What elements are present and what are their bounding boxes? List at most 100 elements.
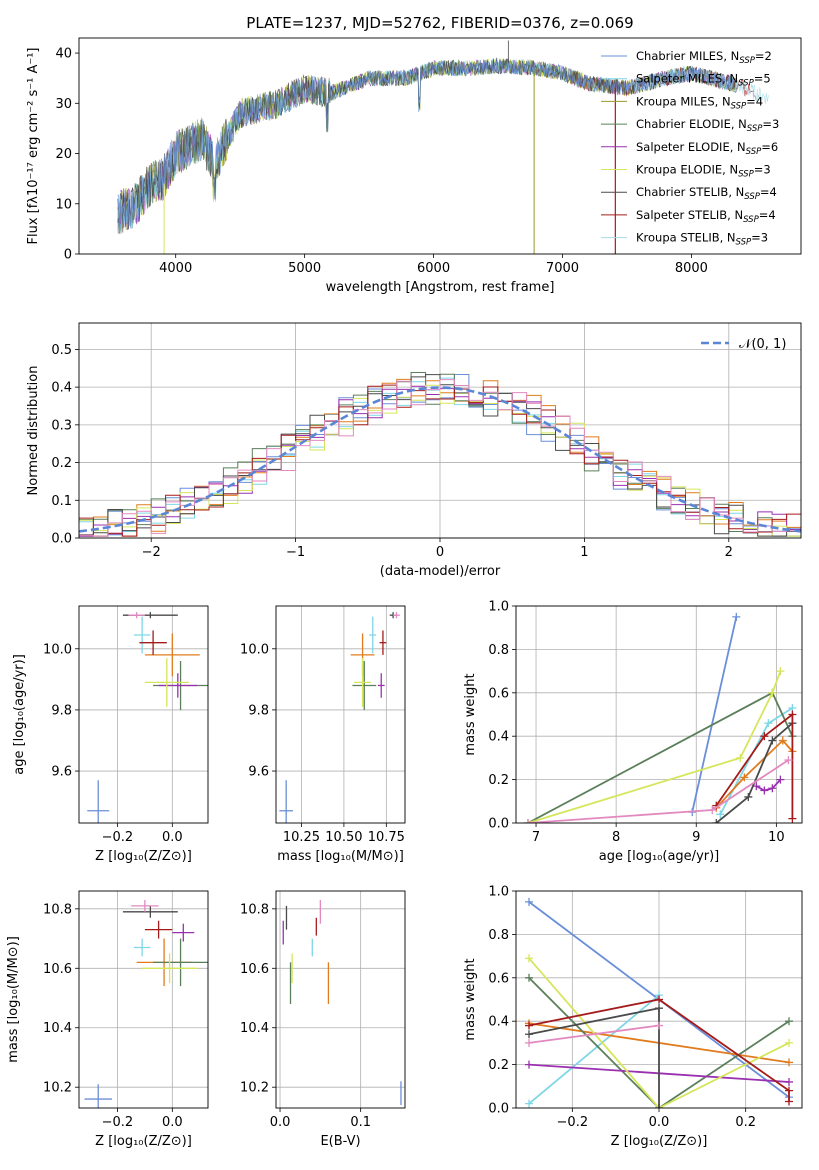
legend-sub: SSP [739,56,755,66]
legend-sub: SSP [746,147,762,157]
weight-point-marker [785,1097,793,1106]
weight-point-marker [764,719,773,728]
weight-point-marker [525,1038,533,1047]
y-axis-label: Flux [fλ10⁻¹⁷ erg cm⁻² s⁻¹ A⁻¹] [26,48,41,245]
legend-main: Kroupa MILES, N [636,94,731,108]
axes-frame [275,605,406,824]
y-tick-label: 10.8 [240,902,269,917]
y-tick-label: 40 [55,47,72,62]
gaussian-curve [79,386,801,533]
legend-sub: SSP [736,238,752,248]
residuals-panel: −2 −1 0 1 2 0.0 0.1 0.2 0.3 0.4 0.5 (data-model)/er… [26,322,802,579]
x-axis-label: Z [log₁₀(Z/Z⊙)] [611,1134,708,1149]
axes-frame [78,37,802,255]
x-axis-label: wavelength [Angstrom, rest frame] [326,280,555,295]
weight-point-marker [732,612,741,621]
legend-entry: Chabrier STELIB, NSSP=4 [636,185,777,202]
weight-series-line [528,998,790,1102]
y-tick-label: 0.6 [488,971,509,986]
weight-series-line [528,957,790,1108]
weight-point-marker [736,753,745,762]
y-tick-label: 0.3 [51,418,72,433]
weight-point-marker [768,784,777,793]
legend-tail: =3 [762,117,779,131]
x-axis-label: E(B-V) [320,1134,360,1149]
x-axis-label: (data-model)/error [380,564,501,579]
weight-series-line [527,691,794,823]
legend-entry: Salpeter MILES, NSSP=5 [636,72,771,89]
plot-area [524,612,797,823]
legend-main: Chabrier STELIB, N [636,185,744,199]
y-tick-label: 10.8 [43,902,72,917]
legend-main: Chabrier ELODIE, N [636,117,747,131]
y-tick-label: 0.8 [488,928,509,943]
axes-frame [78,322,802,539]
weight-point-marker [524,819,533,823]
weight-series-line [527,759,789,823]
y-tick-label: 10 [55,197,72,212]
legend-entry: Salpeter STELIB, NSSP=4 [636,208,776,225]
weight-vs-metallicity-panel: −0.2 0.0 0.2 0.0 0.2 0.4 0.6 0.8 1.0 Z [log₁₀(Z/Z… [463,885,803,1149]
x-axis-label: Z [log₁₀(Z/Z⊙)] [95,1134,192,1149]
weight-point-marker [655,1004,663,1013]
plot-area [79,372,801,537]
weight-series-line [715,712,794,819]
x-tick-label: −0.2 [557,1115,589,1130]
weight-point-marker [785,1058,793,1067]
y-tick-label: 30 [55,97,72,112]
legend-entry: Chabrier ELODIE, NSSP=3 [636,117,779,134]
weight-point-marker [768,688,777,697]
weight-point-marker [525,1021,533,1030]
weight-point-marker [525,954,533,963]
y-tick-label: 0.0 [51,532,72,547]
plot-area [87,612,208,823]
x-tick-label: 10.75 [368,830,405,845]
weight-point-marker [655,1021,663,1030]
y-tick-label: 9.8 [248,703,269,718]
legend-entry: Kroupa MILES, NSSP=4 [636,94,763,111]
plot-area [282,899,402,1106]
weight-point-marker [788,710,797,719]
y-tick-label: 1.0 [488,600,509,615]
weight-point-marker [785,1077,793,1086]
y-axis-label: mass [log₁₀(M/M⊙)] [6,936,21,1063]
x-tick-label: 0.0 [162,830,183,845]
x-axis-label: Z [log₁₀(Z/Z⊙)] [95,849,192,864]
y-tick-label: 0.4 [488,1015,509,1030]
legend-tail: =4 [760,185,777,199]
x-tick-label: 8 [612,830,620,845]
spectrum-series-line [117,58,737,233]
x-tick-label: 0.2 [735,1115,756,1130]
axes-frame [275,890,406,1109]
axes-frame [78,605,209,824]
x-tick-label: 7000 [546,261,579,276]
axes-frame [515,890,803,1109]
y-tick-label: 0.8 [488,643,509,658]
plot-area [84,899,208,1108]
x-tick-label: 1 [580,545,588,560]
x-tick-label: 4000 [159,261,192,276]
legend-main: Kroupa STELIB, N [636,231,736,245]
legend-sub: SSP [747,124,763,134]
weight-point-marker [785,1038,793,1047]
x-tick-label: 10.25 [283,830,320,845]
plot-area [279,612,400,823]
x-tick-label: 7 [532,830,540,845]
weight-series-line [528,1024,660,1044]
weight-series-line [755,778,782,792]
axes-frame [78,890,209,1109]
mass-vs-ebv-panel: 0.0 0.1 10.2 10.4 10.6 10.8 E(B-V) [240,890,406,1149]
y-tick-label: 9.6 [248,765,269,780]
legend-main: Salpeter STELIB, N [636,208,743,222]
y-tick-label: 10.4 [43,1021,72,1036]
y-tick-label: 10.0 [43,642,72,657]
mass-vs-metallicity-panel: −0.2 0.0 10.2 10.4 10.6 10.8 Z [log₁₀(Z/Z⊙)] ma… [6,890,209,1149]
y-tick-label: 20 [55,147,72,162]
legend-sub: SSP [743,215,759,225]
weight-point-marker [740,773,749,782]
legend-tail: =6 [761,140,778,154]
weight-point-marker [525,897,533,906]
weight-series-line [528,1007,660,1108]
